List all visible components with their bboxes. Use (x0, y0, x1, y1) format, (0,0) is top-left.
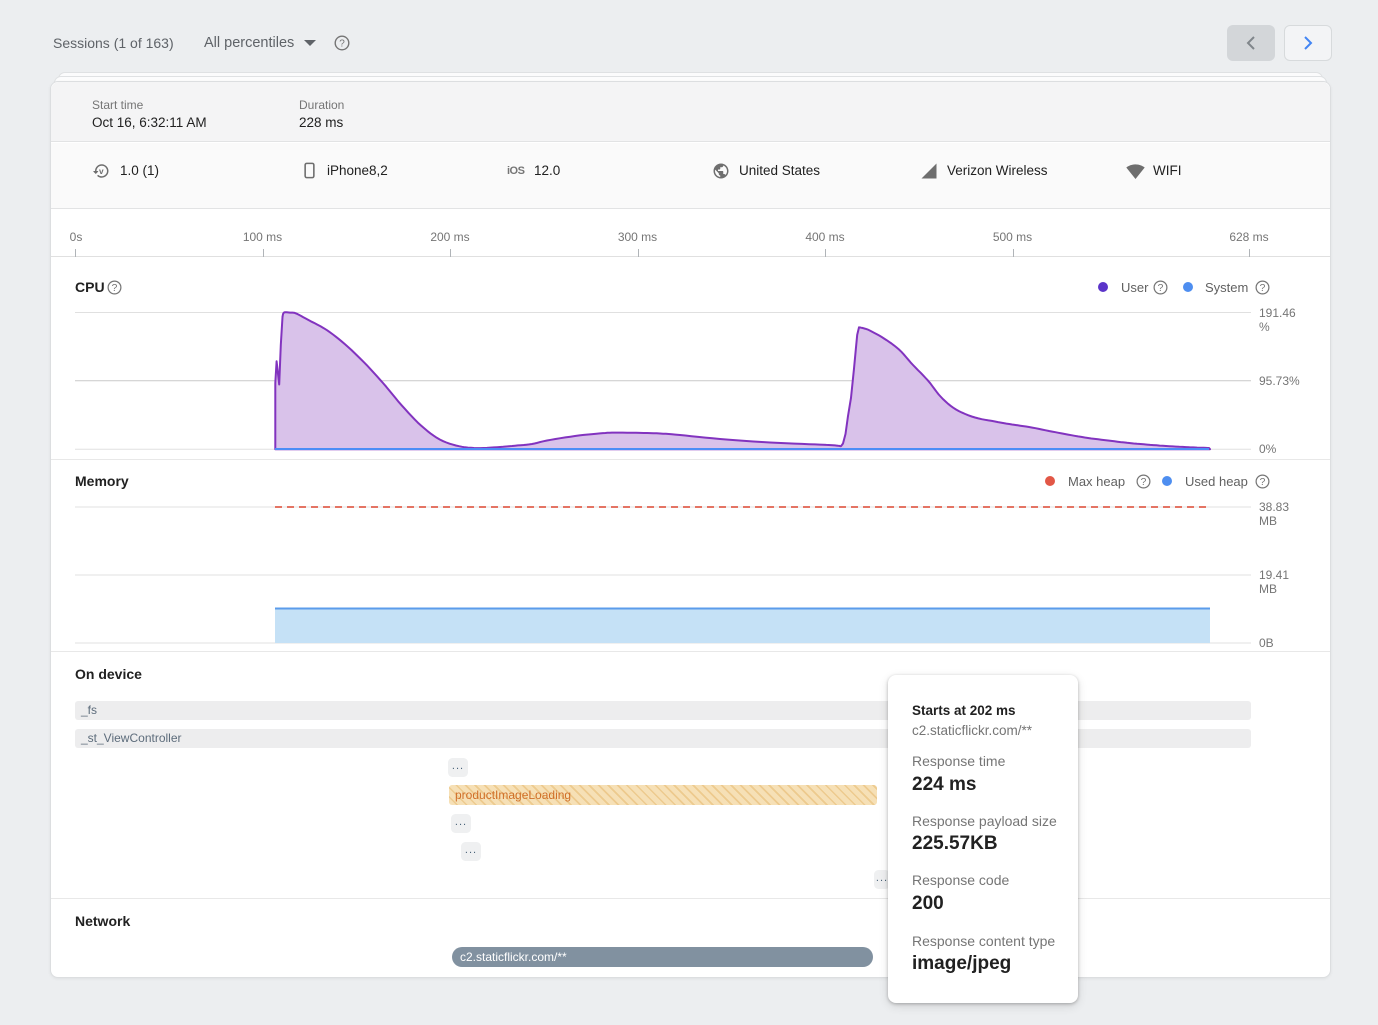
svg-text:?: ? (1141, 477, 1147, 488)
svg-text:?: ? (1260, 283, 1266, 294)
svg-text:?: ? (339, 39, 345, 50)
svg-text:v: v (99, 167, 104, 176)
svg-text:?: ? (1158, 283, 1164, 294)
svg-text:?: ? (1260, 477, 1266, 488)
svg-text:?: ? (112, 283, 118, 294)
